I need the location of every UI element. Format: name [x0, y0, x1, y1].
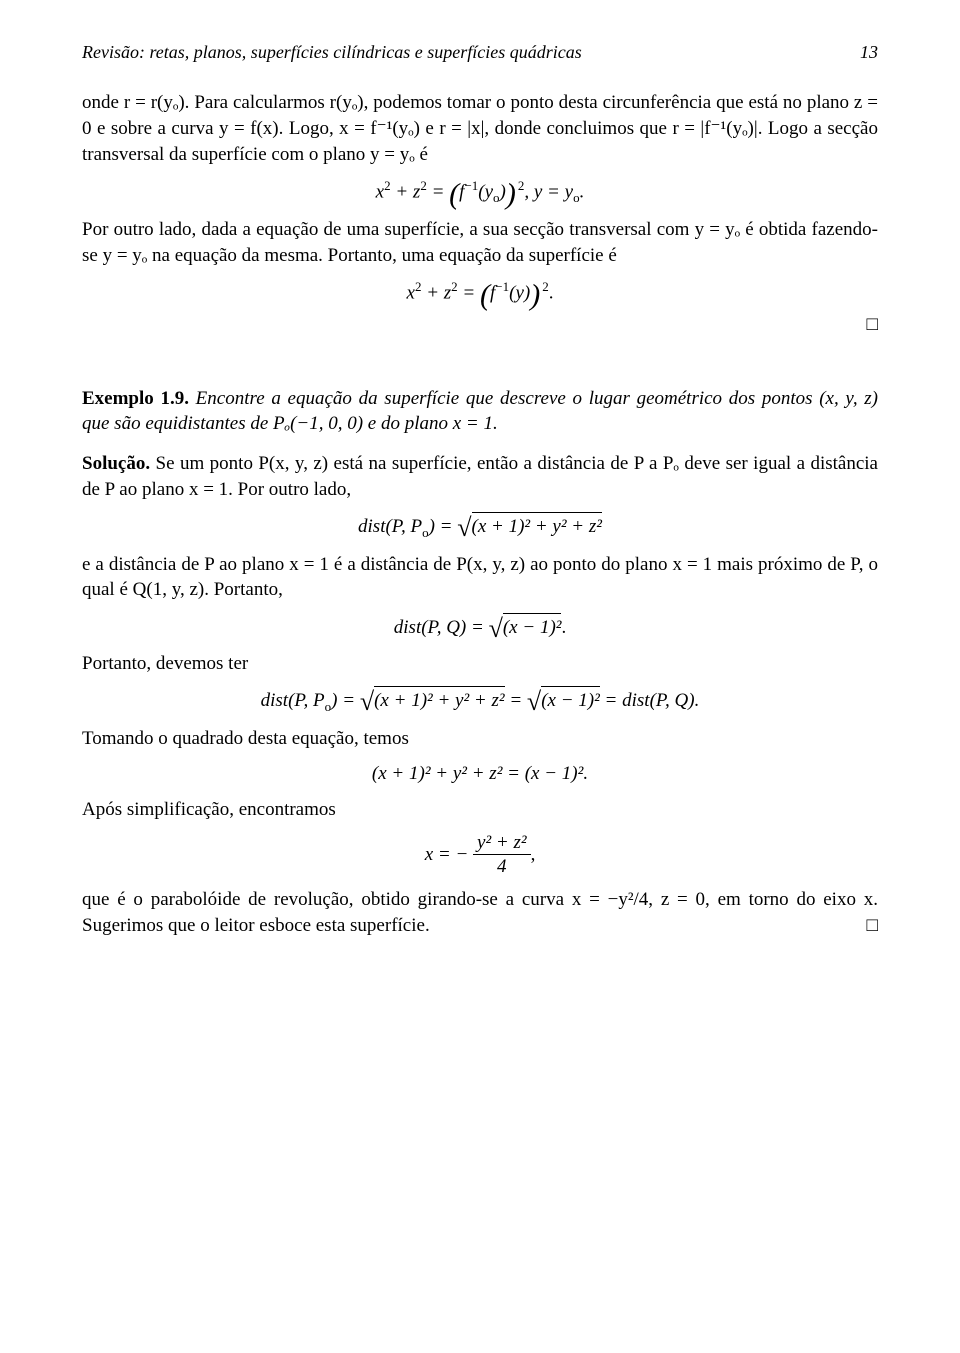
eq2-big-paren-left: ( [480, 279, 490, 312]
eq3-radicand: (x + 1)² + y² + z² [472, 512, 602, 540]
eq5-mid: = [505, 690, 527, 711]
eq5-radical-1: √(x + 1)² + y² + z² [360, 686, 505, 714]
eq1-arg-open: (y [478, 182, 493, 203]
eq2-x: x [407, 283, 415, 304]
eq1-big-paren-left: ( [449, 178, 459, 211]
eq4-radicand: (x − 1)² [503, 613, 562, 641]
running-header: Revisão: retas, planos, superfícies cilí… [82, 40, 878, 64]
eq4-lhs: dist(P, Q) = [394, 617, 489, 638]
eq4-period: . [561, 617, 566, 638]
paragraph-1: onde r = r(yₒ). Para calcularmos r(yₒ), … [82, 90, 878, 167]
eq1-big-paren-right: ) [506, 178, 516, 211]
equation-3: dist(P, Po) = √(x + 1)² + y² + z² [82, 512, 878, 541]
qed-2: □ [867, 913, 878, 939]
solution-p1: Solução. Se um ponto P(x, y, z) está na … [82, 451, 878, 502]
eq1-x: x [376, 182, 384, 203]
spacing-1 [82, 364, 878, 386]
qed-1: □ [82, 312, 878, 338]
eq1-neg1: −1 [464, 178, 478, 193]
equation-1: x2 + z2 = (f−1(yo))2, y = yo. [82, 177, 878, 207]
running-title: Revisão: retas, planos, superfícies cilí… [82, 40, 582, 64]
eq2-big-paren-right: ) [530, 279, 540, 312]
eq7-lhs: x = − [425, 843, 473, 864]
eq2-period: . [549, 283, 554, 304]
eq3-surd-icon: √ [457, 513, 471, 542]
eq3-lhs: dist(P, P [358, 516, 422, 537]
eq7-fraction: y² + z²4 [473, 833, 531, 878]
eq5-lhs: dist(P, P [261, 690, 325, 711]
solution-p6: que é o parabolóide de revolução, obtido… [82, 887, 878, 938]
spacing-2 [82, 441, 878, 451]
example-label: Exemplo 1.9. [82, 388, 189, 409]
eq1-period: . [580, 182, 585, 203]
page: Revisão: retas, planos, superfícies cilí… [0, 0, 960, 1353]
eq7-comma: , [531, 843, 536, 864]
solution-label: Solução. [82, 453, 150, 474]
page-number: 13 [860, 40, 878, 64]
solution-p5: Após simplificação, encontramos [82, 797, 878, 823]
equation-2: x2 + z2 = (f−1(y))2. [82, 278, 878, 306]
equation-6: (x + 1)² + y² + z² = (x − 1)². [82, 761, 878, 787]
eq3-radical: √(x + 1)² + y² + z² [457, 512, 602, 540]
eq2-equals: = [458, 283, 480, 304]
solution-text-6: que é o parabolóide de revolução, obtido… [82, 889, 878, 936]
paragraph-1-text: onde r = r(yₒ). Para calcularmos r(yₒ), … [82, 92, 878, 164]
equation-4: dist(P, Q) = √(x − 1)². [82, 613, 878, 641]
example-text: Encontre a equação da superfície que des… [82, 388, 878, 435]
eq5-radical-2: √(x − 1)² [527, 686, 600, 714]
equation-5: dist(P, Po) = √(x + 1)² + y² + z² = √(x … [82, 686, 878, 715]
eq1-comma-yeq: , y = y [524, 182, 573, 203]
eq4-radical: √(x − 1)² [489, 613, 562, 641]
eq3-lhs-close: ) = [429, 516, 458, 537]
eq2-neg1: −1 [495, 279, 509, 294]
eq2-plus-z: + z [421, 283, 451, 304]
eq5-surd1-icon: √ [360, 687, 374, 716]
eq1-equals: = [427, 182, 449, 203]
eq1-plus-z: + z [391, 182, 421, 203]
solution-p4: Tomando o quadrado desta equação, temos [82, 726, 878, 752]
eq5-rhs: = dist(P, Q). [600, 690, 700, 711]
eq7-denominator: 4 [473, 855, 531, 877]
eq5-radicand-2: (x − 1)² [541, 686, 600, 714]
solution-p2: e a distância de P ao plano x = 1 é a di… [82, 552, 878, 603]
equation-7: x = − y² + z²4, [82, 833, 878, 878]
solution-p3: Portanto, devemos ter [82, 651, 878, 677]
eq5-surd2-icon: √ [527, 687, 541, 716]
paragraph-2: Por outro lado, dada a equação de uma su… [82, 217, 878, 268]
eq5-radicand-1: (x + 1)² + y² + z² [374, 686, 504, 714]
eq5-lhs-close: ) = [331, 690, 360, 711]
eq2-arg: (y) [509, 283, 530, 304]
solution-text-1: Se um ponto P(x, y, z) está na superfíci… [82, 453, 878, 500]
eq4-surd-icon: √ [489, 614, 503, 643]
eq7-numerator: y² + z² [473, 833, 531, 856]
example-1-9: Exemplo 1.9. Encontre a equação da super… [82, 386, 878, 437]
